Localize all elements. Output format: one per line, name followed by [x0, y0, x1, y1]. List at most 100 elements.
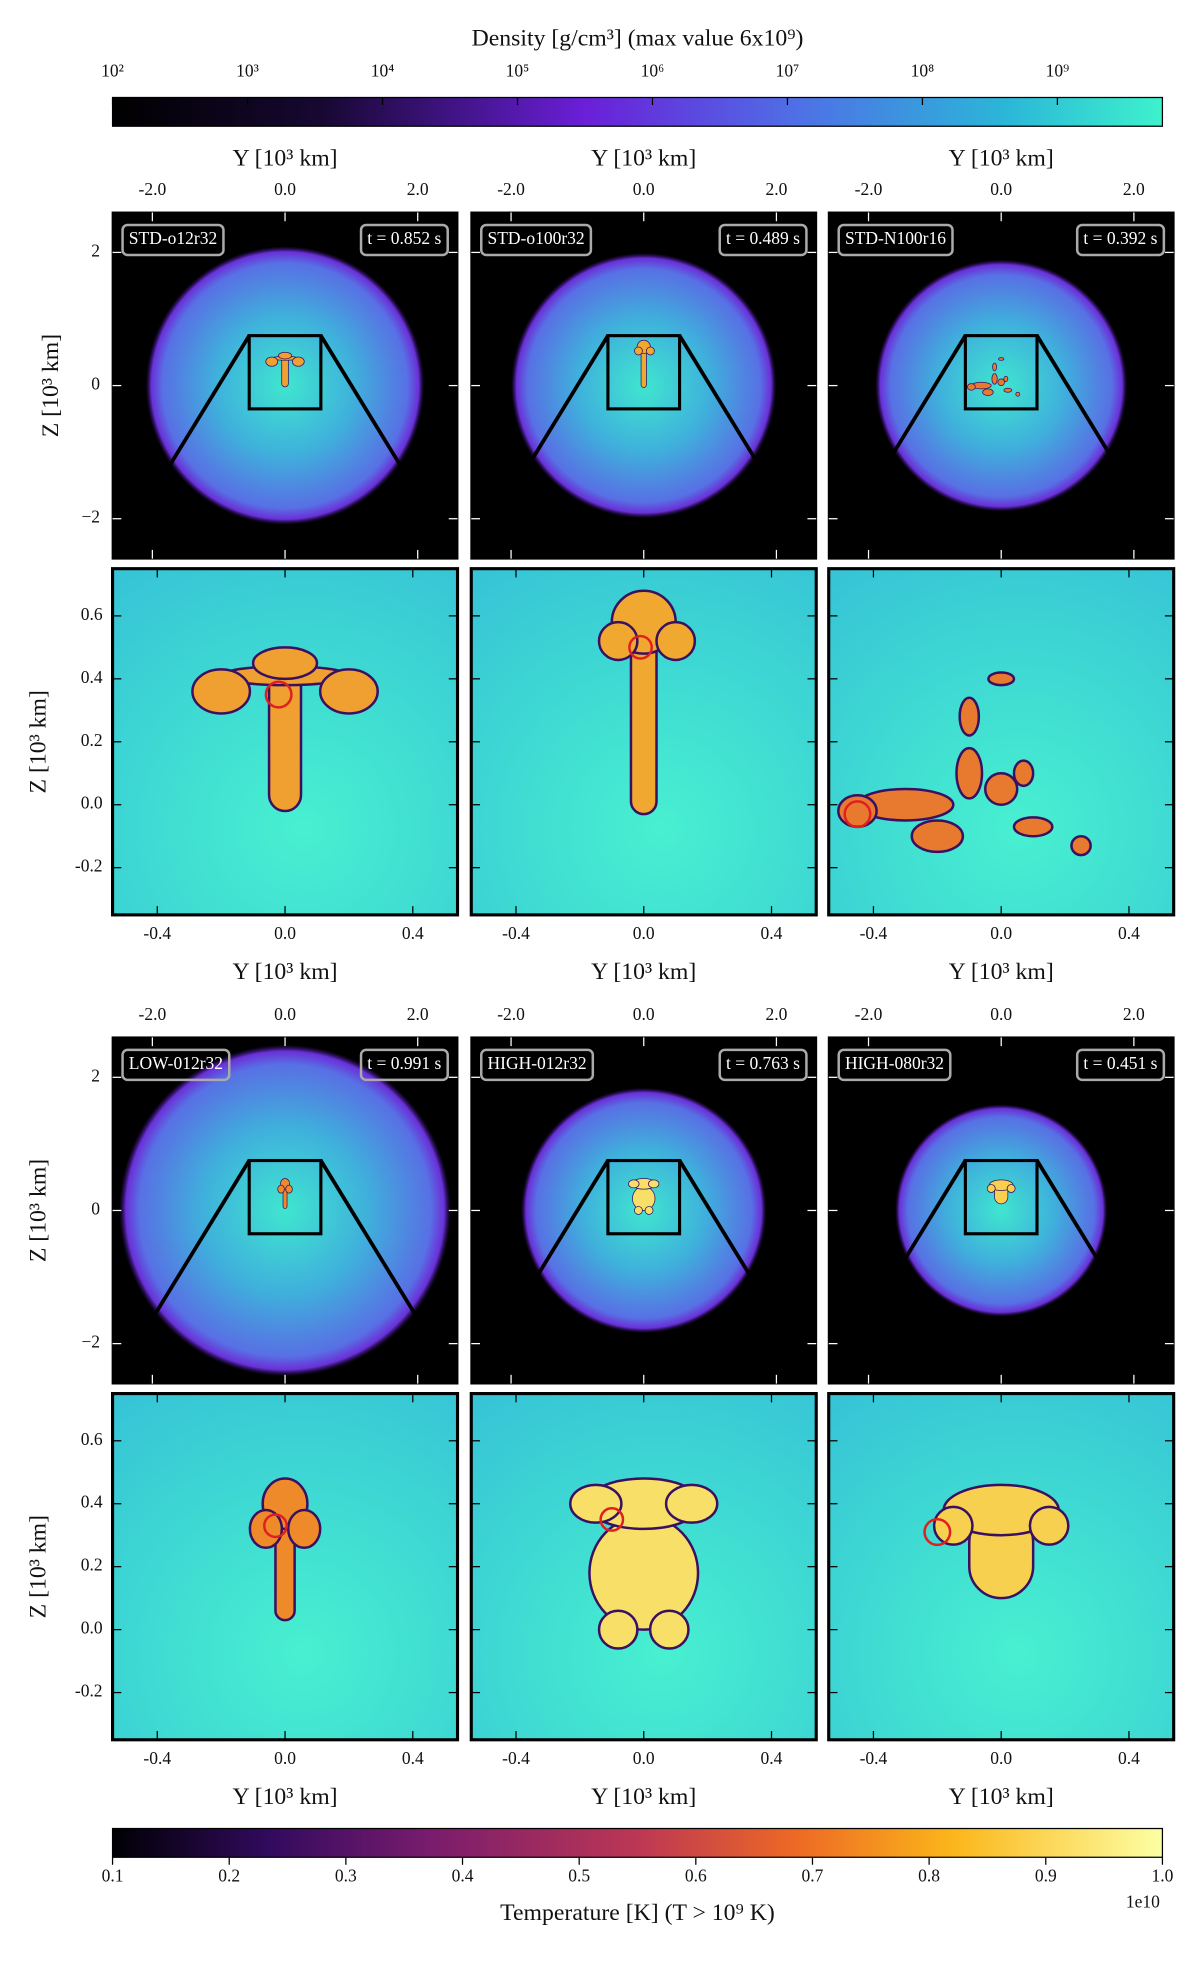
run-name: STD-N100r16 — [845, 228, 946, 248]
temperature-colorbar — [111, 1827, 1164, 1858]
colorbar-tick-label: 10⁵ — [506, 61, 530, 81]
y-tick-label: 0.6 — [81, 1429, 103, 1449]
x-tick-label: -2.0 — [497, 1004, 525, 1024]
colorbar-tick-label: 10³ — [236, 61, 259, 81]
overview-panel — [828, 1037, 1174, 1384]
plume — [285, 1184, 293, 1194]
plume — [664, 1483, 719, 1524]
x-tick-label: 0.0 — [633, 1748, 655, 1768]
x-tick-label: 0.0 — [990, 179, 1012, 199]
zoom-connector — [112, 1159, 251, 1384]
x-tick-label: 0.4 — [402, 1748, 424, 1768]
x-tick-label: 0.0 — [274, 923, 296, 943]
x-axis-label: Y [10³ km] — [591, 959, 696, 985]
x-axis-label: Y [10³ km] — [232, 1784, 337, 1810]
colorbar-tick-label: 10⁸ — [911, 61, 935, 81]
y-tick-label: 0.2 — [81, 730, 103, 750]
plume — [191, 668, 252, 715]
overview-panel — [828, 212, 1174, 559]
plume — [982, 388, 994, 396]
x-tick-label: -2.0 — [855, 1004, 883, 1024]
x-tick-label: 0.0 — [990, 1748, 1012, 1768]
temperature-label: Temperature [K] (T > 10⁹ K) — [500, 1900, 775, 1926]
label-box — [837, 1048, 952, 1082]
y-tick-label: 0.4 — [81, 1492, 103, 1512]
run-time: t = 0.763 s — [726, 1053, 800, 1073]
x-axis-label: Y [10³ km] — [591, 1784, 696, 1810]
zoom-connector — [319, 334, 458, 559]
x-tick-label: 0.4 — [1118, 1748, 1140, 1768]
plume — [1070, 834, 1092, 857]
x-tick-label: 0.0 — [274, 1004, 296, 1024]
zoom-connector — [112, 334, 251, 559]
run-name: STD-o12r32 — [129, 228, 217, 248]
x-tick-label: 2.0 — [1123, 179, 1145, 199]
panel-frame — [827, 567, 1176, 917]
y-tick-label: 0.2 — [81, 1555, 103, 1575]
colorbar-tick-label: 10² — [101, 61, 124, 81]
x-axis-label: Y [10³ km] — [232, 145, 337, 171]
run-time: t = 0.392 s — [1083, 228, 1157, 248]
label-box — [480, 223, 593, 257]
colorbar-tick-label: 0.5 — [568, 1865, 590, 1885]
y-tick-label: 0 — [91, 374, 100, 394]
label-box — [121, 1048, 231, 1082]
plume — [1003, 375, 1009, 382]
plume — [958, 696, 981, 737]
zoom-panel — [471, 568, 817, 915]
x-tick-label: -2.0 — [497, 179, 525, 199]
x-tick-label: 0.0 — [633, 1004, 655, 1024]
x-tick-label: 0.0 — [274, 1748, 296, 1768]
colorbar-tick-label: 0.9 — [1035, 1865, 1057, 1885]
x-tick-label: -0.4 — [502, 1748, 530, 1768]
y-tick-label: 0.0 — [81, 1618, 103, 1638]
x-tick-label: 2.0 — [407, 179, 429, 199]
plume — [983, 772, 1019, 806]
zoom-box — [963, 334, 1039, 411]
plume — [1006, 1184, 1016, 1193]
plume — [265, 356, 279, 367]
overview-panel — [112, 1037, 458, 1384]
x-tick-label: -0.4 — [860, 1748, 888, 1768]
y-tick-label: −2 — [81, 507, 100, 527]
label-box — [718, 223, 808, 257]
zoom-connector — [1035, 1159, 1174, 1384]
zoom-panel — [112, 568, 458, 915]
zoom-background — [828, 568, 1174, 915]
label-box — [718, 1048, 808, 1082]
zoom-connector — [828, 1159, 967, 1384]
plume — [597, 1609, 639, 1650]
plume — [632, 1186, 656, 1211]
plume — [955, 746, 984, 800]
zoom-panel — [112, 1393, 458, 1740]
zoom-connector — [471, 1159, 610, 1384]
run-time: t = 0.451 s — [1083, 1053, 1157, 1073]
zoom-box — [247, 1158, 323, 1236]
star — [895, 1104, 1108, 1317]
colorbar-tick-label: 0.3 — [335, 1865, 357, 1885]
x-tick-label: 2.0 — [1123, 1004, 1145, 1024]
x-tick-label: 0.4 — [761, 1748, 783, 1768]
plume — [278, 351, 293, 360]
colorbar-tick-label: 0.1 — [102, 1865, 124, 1885]
zoom-panel — [471, 1393, 817, 1740]
plume — [1003, 387, 1013, 393]
offset-label: 1e10 — [1126, 1892, 1160, 1912]
plume — [1012, 816, 1054, 838]
colorbar-tick-label: 1.0 — [1151, 1865, 1173, 1885]
colorbar-tick-label: 0.4 — [452, 1865, 474, 1885]
x-tick-label: 0.0 — [633, 179, 655, 199]
y-tick-label: 2 — [91, 240, 100, 260]
label-box — [837, 223, 954, 257]
zoom-connector — [319, 1159, 458, 1384]
plume — [966, 383, 976, 391]
y-tick-label: −2 — [81, 1332, 100, 1352]
run-name: HIGH-012r32 — [488, 1053, 587, 1073]
y-tick-label: 2 — [91, 1065, 100, 1085]
x-tick-label: -2.0 — [139, 1004, 167, 1024]
colorbar-tick-label: 0.2 — [218, 1865, 240, 1885]
zoom-panel — [828, 1393, 1174, 1740]
plume — [655, 620, 697, 662]
